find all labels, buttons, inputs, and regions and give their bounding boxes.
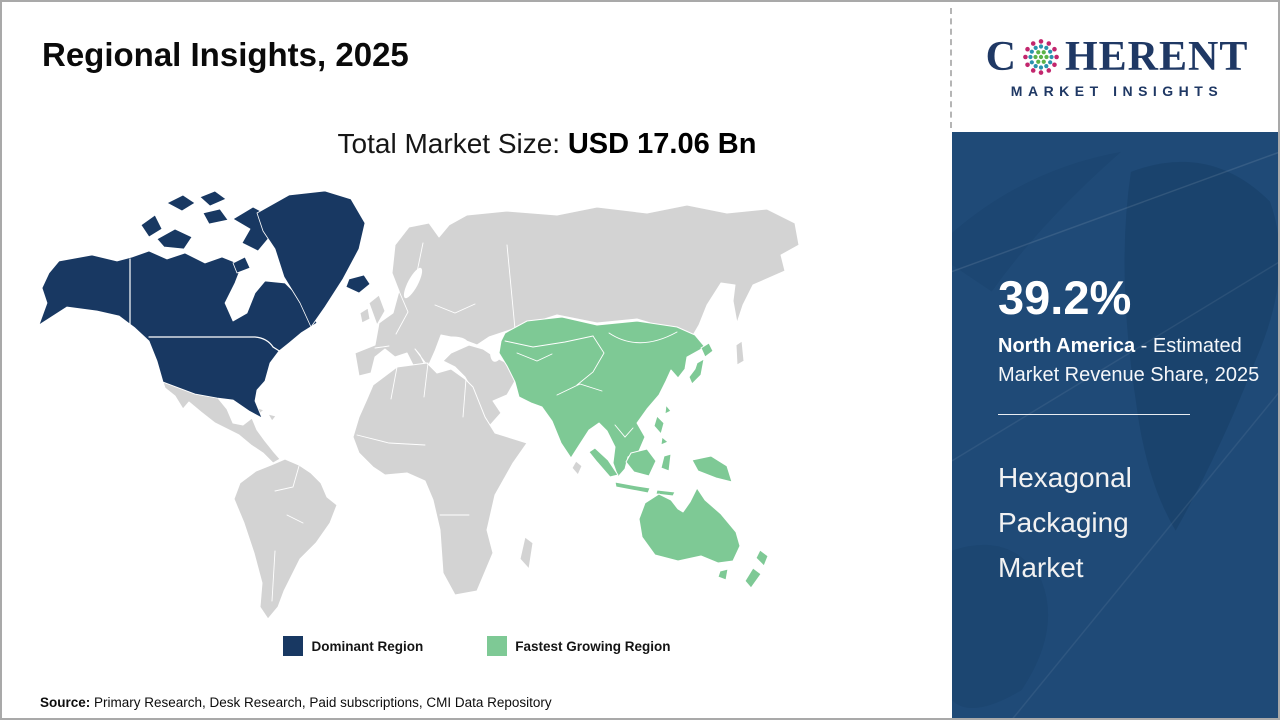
logo-globe-icon — [1023, 39, 1059, 75]
fastest-region-swatch — [487, 636, 508, 656]
dominant-region-swatch — [283, 636, 304, 656]
source-text: Primary Research, Desk Research, Paid su… — [90, 695, 552, 710]
fastest-region-label: Fastest Growing Region — [515, 638, 671, 654]
sidebar-panel: 39.2% North America - Estimated Market R… — [952, 132, 1278, 718]
map-legend: Dominant Region Fastest Growing Region — [2, 636, 952, 656]
market-name: Hexagonal Packaging Market — [998, 461, 1132, 584]
region-fastest-asia-pacific — [498, 316, 769, 589]
source-line: Source: Primary Research, Desk Research,… — [40, 695, 552, 710]
brand-tagline: MARKET INSIGHTS — [1010, 83, 1224, 99]
header-dashed-divider — [950, 8, 952, 128]
sidebar-content: 39.2% North America - Estimated Market R… — [952, 132, 1278, 591]
sidebar-divider — [998, 413, 1190, 415]
sidebar-map-texture — [952, 151, 1278, 718]
page-title: Regional Insights, 2025 — [42, 36, 409, 73]
brand-prefix: C — [985, 34, 1017, 80]
market-share-desc-text: - Estimated Market Revenue Share, 2025 — [998, 334, 1260, 386]
country-borders-other — [271, 242, 516, 602]
total-market-size-label: Total Market Size: — [337, 128, 568, 159]
total-market-size: Total Market Size: USD 17.06 Bn — [152, 128, 942, 161]
country-borders-fastest — [504, 331, 678, 438]
brand-logo: C HER — [954, 2, 1278, 132]
region-dominant-north-america — [38, 190, 371, 419]
total-market-size-value: USD 17.06 Bn — [567, 128, 757, 160]
world-map-svg — [38, 190, 800, 620]
brand-suffix: HERENT — [1064, 34, 1249, 80]
market-share-value: 39.2% — [998, 271, 1132, 324]
legend-item-fastest: Fastest Growing Region — [487, 636, 671, 656]
market-share-description: North America - Estimated Market Revenue… — [998, 332, 1266, 390]
market-share-region: North America — [998, 334, 1136, 357]
legend-item-dominant: Dominant Region — [283, 636, 423, 656]
world-map — [37, 185, 837, 625]
brand-wordmark: C HER — [986, 35, 1249, 79]
source-label: Source: — [40, 695, 91, 710]
country-borders-dominant — [129, 258, 282, 353]
dominant-region-label: Dominant Region — [311, 638, 424, 654]
